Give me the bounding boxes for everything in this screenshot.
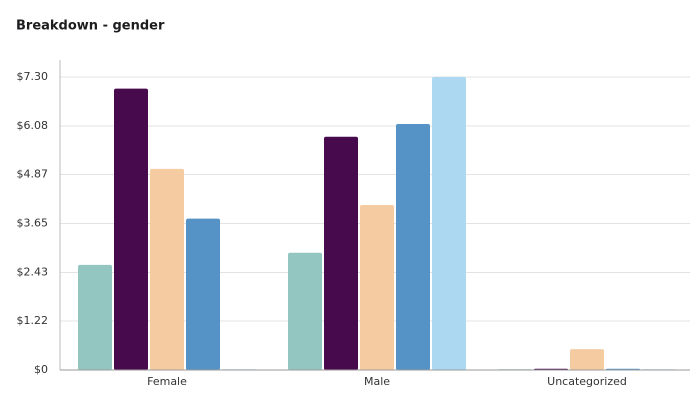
bar	[360, 205, 394, 370]
y-tick-label: $7.30	[17, 70, 49, 83]
y-tick-label: $6.08	[17, 119, 49, 132]
bar	[324, 136, 358, 370]
y-tick-label: $0	[34, 363, 48, 376]
bar	[78, 264, 112, 370]
x-tick-label: Female	[147, 375, 187, 388]
chart-title: Breakdown - gender	[16, 19, 165, 34]
bar	[432, 77, 466, 370]
y-tick-label: $2.43	[17, 265, 49, 278]
y-tick-label: $4.87	[17, 168, 49, 181]
bar	[150, 168, 184, 370]
bar	[114, 88, 148, 371]
bar	[570, 349, 604, 370]
bar	[186, 218, 220, 370]
bar	[288, 252, 322, 370]
y-tick-label: $3.65	[17, 217, 49, 230]
y-tick-label: $1.22	[17, 314, 49, 327]
x-tick-label: Male	[364, 375, 390, 388]
bar	[396, 123, 430, 371]
x-tick-label: Uncategorized	[547, 375, 627, 388]
